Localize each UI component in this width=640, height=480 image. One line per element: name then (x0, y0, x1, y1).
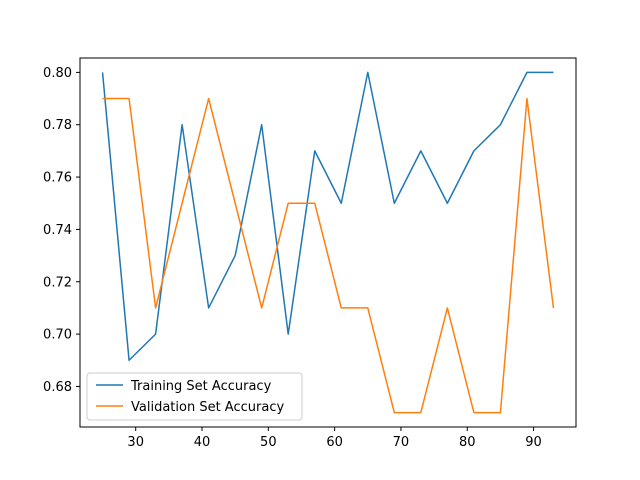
legend-label-training: Training Set Accuracy (130, 379, 272, 394)
series-layer (101, 71, 555, 414)
y-tick-label: 0.72 (43, 275, 72, 290)
y-tick-label: 0.78 (43, 118, 72, 133)
plot-frame (79, 57, 577, 428)
x-tick-label: 90 (525, 435, 542, 450)
legend-box (86, 372, 303, 421)
x-tick-label: 80 (459, 435, 476, 450)
x-axis: 30 40 50 60 70 80 90 (127, 427, 542, 450)
y-tick-label: 0.80 (43, 66, 72, 81)
series-line-training (101, 71, 554, 362)
legend-label-validation: Validation Set Accuracy (131, 400, 284, 415)
legend: Training Set Accuracy Validation Set Acc… (86, 372, 303, 421)
x-tick-label: 40 (194, 435, 211, 450)
y-tick-label: 0.76 (43, 171, 72, 186)
x-tick-label: 70 (393, 435, 410, 450)
y-tick-label: 0.70 (43, 328, 72, 343)
x-tick-label: 30 (127, 435, 144, 450)
y-axis: 0.68 0.70 0.72 0.74 0.76 0.78 0.80 (43, 66, 80, 395)
plot-area (80, 58, 576, 427)
y-tick-label: 0.68 (43, 380, 72, 395)
series-line-validation (102, 97, 555, 414)
x-tick-label: 50 (260, 435, 277, 450)
y-tick-label: 0.74 (43, 223, 72, 238)
x-tick-label: 60 (326, 435, 343, 450)
